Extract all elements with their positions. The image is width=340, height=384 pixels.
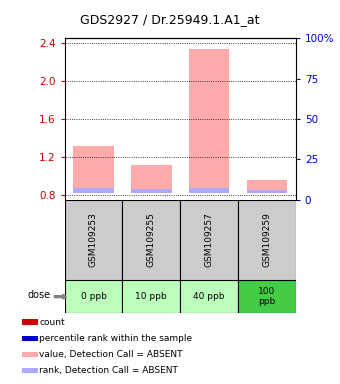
Text: 100
ppb: 100 ppb bbox=[258, 287, 275, 306]
Bar bbox=[73, 188, 114, 193]
Text: rank, Detection Call = ABSENT: rank, Detection Call = ABSENT bbox=[39, 366, 178, 375]
Text: percentile rank within the sample: percentile rank within the sample bbox=[39, 334, 192, 343]
Bar bbox=[180, 280, 238, 313]
Bar bbox=[246, 180, 287, 193]
Bar bbox=[189, 49, 229, 193]
Text: GSM109255: GSM109255 bbox=[147, 213, 156, 267]
Bar bbox=[22, 368, 38, 373]
Bar bbox=[238, 280, 296, 313]
Bar bbox=[65, 280, 122, 313]
Bar bbox=[73, 146, 114, 193]
Bar bbox=[22, 352, 38, 357]
Bar bbox=[122, 280, 180, 313]
Text: value, Detection Call = ABSENT: value, Detection Call = ABSENT bbox=[39, 350, 183, 359]
Text: 10 ppb: 10 ppb bbox=[135, 292, 167, 301]
Text: GSM109253: GSM109253 bbox=[89, 213, 98, 267]
Bar bbox=[65, 200, 122, 280]
Bar bbox=[22, 319, 38, 325]
Text: GSM109259: GSM109259 bbox=[262, 213, 271, 267]
Text: 40 ppb: 40 ppb bbox=[193, 292, 225, 301]
Bar bbox=[189, 188, 229, 193]
Bar bbox=[131, 165, 171, 193]
Text: count: count bbox=[39, 318, 65, 327]
Bar bbox=[238, 200, 296, 280]
Bar bbox=[22, 336, 38, 341]
Bar bbox=[180, 200, 238, 280]
Text: GDS2927 / Dr.25949.1.A1_at: GDS2927 / Dr.25949.1.A1_at bbox=[80, 13, 260, 26]
Bar bbox=[246, 190, 287, 193]
Text: 0 ppb: 0 ppb bbox=[81, 292, 106, 301]
Text: dose: dose bbox=[28, 290, 51, 300]
Bar bbox=[122, 200, 180, 280]
Bar bbox=[131, 189, 171, 193]
Text: GSM109257: GSM109257 bbox=[205, 213, 214, 267]
